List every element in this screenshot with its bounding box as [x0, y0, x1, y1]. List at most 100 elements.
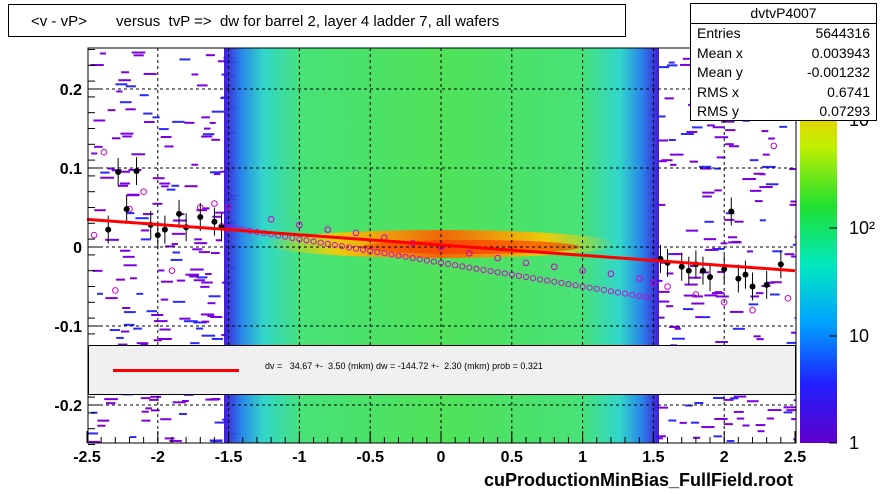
sparse-bin: [172, 219, 187, 222]
sparse-bin: [150, 395, 162, 398]
sparse-bin: [196, 84, 208, 87]
sparse-bin: [658, 160, 667, 163]
sparse-bin: [211, 337, 224, 340]
sparse-bin: [699, 165, 712, 168]
sparse-bin: [658, 290, 670, 293]
sparse-bin: [753, 335, 761, 338]
sparse-bin: [160, 418, 172, 421]
sparse-bin: [655, 435, 666, 438]
profile-point: [707, 274, 714, 281]
profile-open-point: [572, 282, 579, 289]
profile-open-point: [338, 243, 345, 250]
sparse-bin: [165, 245, 175, 248]
sparse-bin: [159, 328, 171, 331]
profile-open-point: [515, 272, 522, 279]
profile-open-point: [423, 257, 430, 264]
sparse-bin: [755, 292, 764, 295]
sparse-bin: [685, 404, 693, 407]
z-tick-label: 1: [849, 433, 859, 453]
profile-open-point: [508, 271, 515, 278]
sparse-bin: [766, 417, 775, 420]
sparse-bin: [704, 248, 719, 251]
profile-open-point: [614, 289, 622, 296]
sparse-bin: [192, 248, 203, 251]
grid: [88, 48, 796, 443]
sparse-bin: [695, 316, 702, 319]
sparse-bin: [750, 189, 762, 192]
sparse-bin: [714, 189, 722, 192]
sparse-bin: [759, 219, 766, 222]
sparse-bin: [191, 73, 199, 76]
sparse-bin: [690, 421, 700, 424]
profile-open-point: [579, 283, 586, 290]
profile-point: [123, 206, 130, 213]
stats-row-mean-x: Mean x 0.003943: [697, 44, 870, 61]
x-tick-label: -0.5: [356, 449, 384, 466]
profile-open-point: [550, 263, 558, 271]
sparse-bin: [670, 163, 677, 166]
sparse-bin: [729, 310, 744, 313]
sparse-bin: [94, 145, 103, 148]
sparse-bin: [686, 130, 698, 133]
profile-open-point: [367, 247, 374, 254]
profile-open-point: [90, 231, 98, 239]
profile-point: [133, 168, 140, 175]
sparse-bin: [140, 238, 151, 241]
profile-open-point: [140, 188, 147, 195]
sparse-bin: [761, 130, 769, 133]
sparse-bin: [689, 264, 697, 267]
sparse-bin: [97, 419, 110, 422]
sparse-bin: [172, 300, 186, 303]
sparse-bin: [195, 327, 204, 330]
sparse-bin: [789, 203, 796, 206]
sparse-bin: [666, 305, 674, 308]
sparse-bin: [172, 401, 186, 404]
profile-point: [763, 281, 770, 288]
sparse-bin: [768, 137, 775, 140]
stats-row-entries: Entries 5644316: [697, 25, 870, 41]
x-tick-label: 1.5: [642, 449, 664, 466]
sparse-bin: [152, 177, 165, 180]
x-tick-label: -2: [151, 449, 165, 466]
sparse-bin: [153, 339, 162, 342]
sparse-bin: [707, 124, 715, 127]
fit-line: [86, 217, 796, 273]
sparse-bin: [220, 97, 228, 100]
profile-open-point: [565, 281, 572, 288]
profile-open-point: [770, 142, 778, 150]
y-tick-label: 0: [73, 240, 82, 257]
sparse-bin: [125, 108, 136, 111]
profile-open-point: [388, 251, 395, 258]
sparse-bin: [150, 409, 160, 412]
profile-open-point: [494, 269, 501, 276]
profile-open-point: [473, 265, 480, 272]
sparse-bin: [194, 242, 208, 245]
title-box: <v - vP> versus tvP => dw for barrel 2, …: [8, 4, 626, 37]
sparse-bin: [203, 127, 211, 130]
sparse-bin: [193, 321, 207, 324]
sparse-bin: [784, 253, 795, 256]
sparse-bin: [143, 72, 157, 75]
profile-open-point: [466, 250, 473, 257]
sparse-bin: [770, 293, 780, 296]
x-tick-label: -2.5: [73, 449, 101, 466]
sparse-bin: [717, 270, 726, 273]
sparse-bin: [210, 171, 221, 174]
sparse-bin: [702, 191, 715, 194]
profile-open-point: [494, 254, 501, 262]
profile-point: [211, 218, 218, 225]
sparse-bin: [215, 211, 226, 214]
sparse-bin: [122, 255, 135, 258]
profile-open-point: [607, 270, 615, 278]
sparse-bin: [791, 255, 796, 258]
sparse-bin: [767, 409, 782, 412]
profile-open-point: [267, 216, 275, 223]
sparse-bin: [201, 281, 213, 284]
sparse-bin: [214, 421, 229, 424]
profile-open-point: [324, 226, 332, 233]
profile-open-point: [629, 291, 636, 298]
profile-open-point: [593, 285, 600, 292]
sparse-bin: [200, 285, 210, 288]
sparse-bin: [143, 112, 153, 115]
sparse-bin: [757, 430, 765, 433]
